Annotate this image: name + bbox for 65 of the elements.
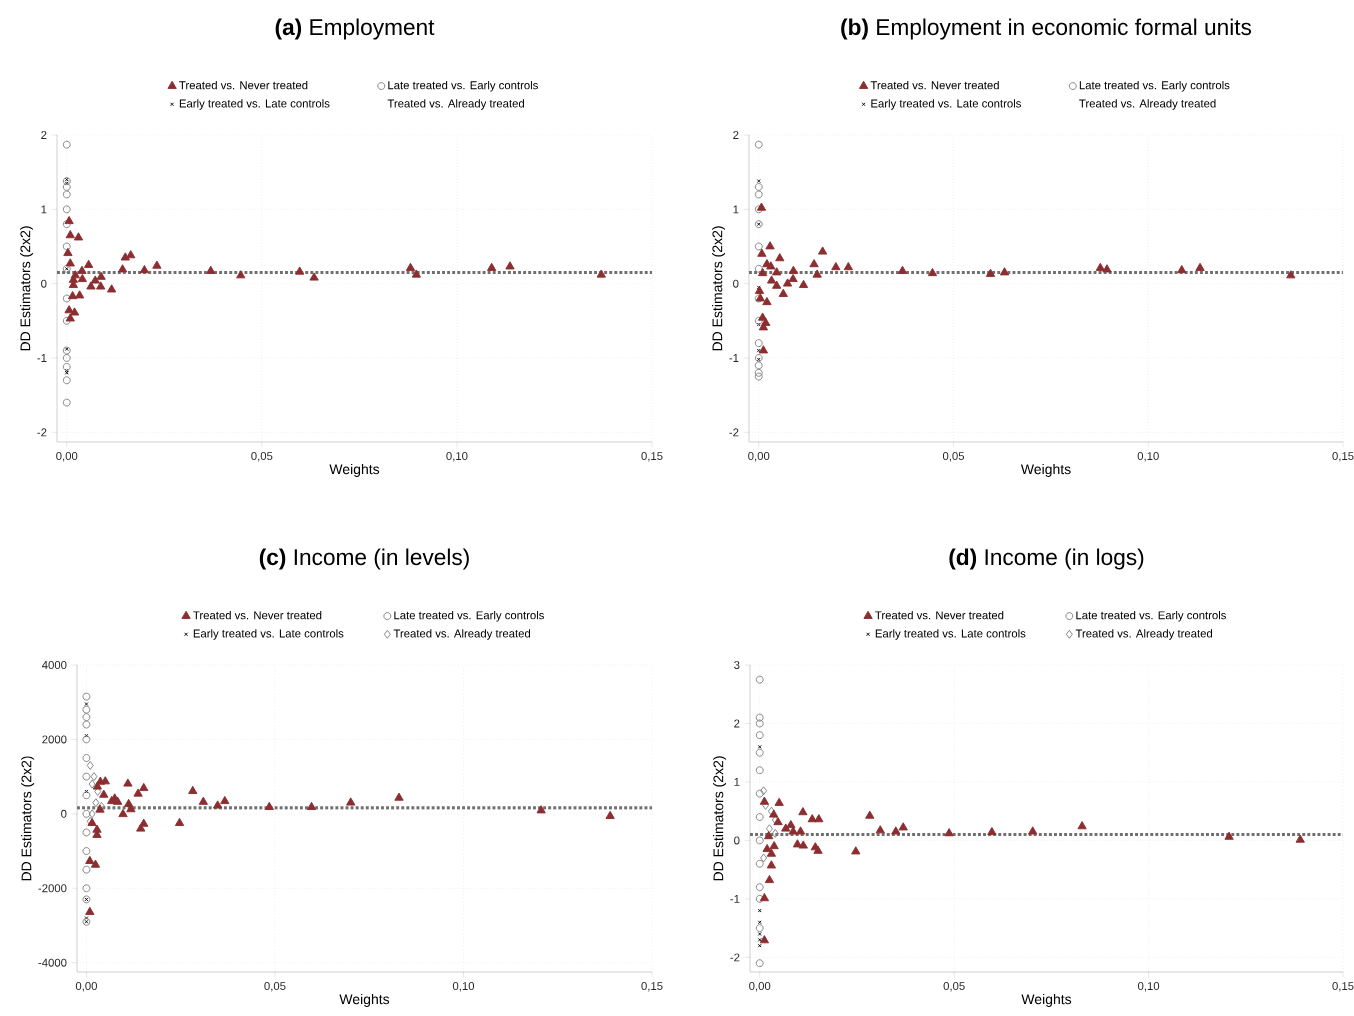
- legend-label: Treated vs. Already treated: [393, 629, 531, 640]
- x-tick-label: 0,10: [446, 452, 468, 462]
- y-tick-label: 2: [733, 131, 739, 139]
- legend-label: Treated vs. Never treated: [875, 610, 1004, 620]
- chart-title: (b) Employment in economic formal units: [841, 18, 1252, 40]
- x-axis-title: Weights: [329, 463, 380, 477]
- y-tick-label: -1: [730, 894, 740, 903]
- y-tick-label: 0: [61, 809, 67, 818]
- y-tick-label: -2: [730, 953, 740, 962]
- legend-label: Late treated vs. Early controls: [394, 610, 544, 622]
- x-tick-label: 0,00: [75, 982, 98, 992]
- x-tick-label: 0,00: [56, 452, 78, 462]
- legend-label: Early treated vs. Late controls: [179, 99, 330, 110]
- y-tick-label: -4000: [38, 958, 67, 967]
- legend-label: Treated vs. Never treated: [193, 610, 322, 620]
- text: Treated vs. Already treated: [387, 99, 524, 110]
- y-tick-label: 2: [41, 131, 47, 139]
- x-tick-label: 0,00: [749, 982, 771, 992]
- y-tick-label: -2: [729, 428, 739, 437]
- x-tick-label: 0,05: [251, 452, 273, 462]
- legend-label: Early treated vs. Late controls: [193, 629, 344, 640]
- x-tick-label: 0,15: [641, 982, 663, 992]
- legend-label: Late treated vs. Early controls: [1076, 610, 1226, 622]
- y-tick-label: 4000: [42, 660, 67, 669]
- y-tick-label: -1: [729, 354, 739, 362]
- chart-title: (d) Income (in logs): [949, 548, 1144, 570]
- x-tick-label: 0,15: [1332, 982, 1354, 992]
- legend-label: Late treated vs. Early controls: [1079, 80, 1230, 92]
- text: Treated vs. Already treated: [1079, 99, 1216, 110]
- x-tick-label: 0,00: [748, 452, 770, 462]
- chart-title: (a) Employment: [275, 18, 435, 40]
- y-tick-label: -2000: [38, 884, 67, 893]
- y-tick-label: 0: [734, 836, 740, 845]
- x-tick-label: 0,05: [264, 982, 286, 992]
- x-axis-title: Weights: [1021, 993, 1072, 1007]
- legend-label: Treated vs. Never treated: [179, 80, 308, 90]
- x-axis-title: Weights: [1020, 463, 1071, 477]
- legend-label: Early treated vs. Late controls: [871, 99, 1021, 110]
- legend-label: Treated vs. Never treated: [870, 80, 999, 90]
- x-axis-title: Weights: [339, 993, 390, 1007]
- y-tick-label: 0: [41, 279, 47, 288]
- y-axis-title: DD Estimators (2x2): [20, 226, 34, 351]
- x-tick-label: 0,05: [943, 982, 965, 992]
- y-tick-label: 2000: [42, 735, 67, 744]
- x-tick-label: 0,15: [1332, 452, 1354, 462]
- y-axis-title: DD Estimators (2x2): [713, 756, 727, 881]
- x-tick-label: 0,10: [1137, 982, 1160, 992]
- legend-label: Early treated vs. Late controls: [875, 629, 1026, 640]
- y-tick-label: 0: [733, 279, 739, 288]
- y-tick-label: 1: [733, 205, 739, 214]
- y-axis-title: DD Estimators (2x2): [21, 756, 35, 881]
- x-tick-label: 0,10: [1137, 452, 1159, 462]
- y-tick-label: 3: [734, 660, 740, 669]
- legend-label: Treated vs. Already treated: [1075, 629, 1213, 640]
- x-tick-label: 0,10: [452, 982, 475, 992]
- x-tick-label: 0,05: [942, 452, 965, 462]
- y-tick-label: 2: [734, 719, 740, 728]
- y-tick-label: -1: [37, 354, 47, 362]
- chart-title: (c) Income (in levels): [259, 548, 469, 570]
- x-tick-label: 0,15: [641, 452, 663, 462]
- y-axis-title: DD Estimators (2x2): [712, 226, 726, 351]
- y-tick-label: 1: [41, 205, 47, 214]
- y-tick-label: -2: [37, 428, 47, 437]
- y-tick-label: 1: [734, 778, 740, 786]
- legend-label: Late treated vs. Early controls: [388, 80, 538, 92]
